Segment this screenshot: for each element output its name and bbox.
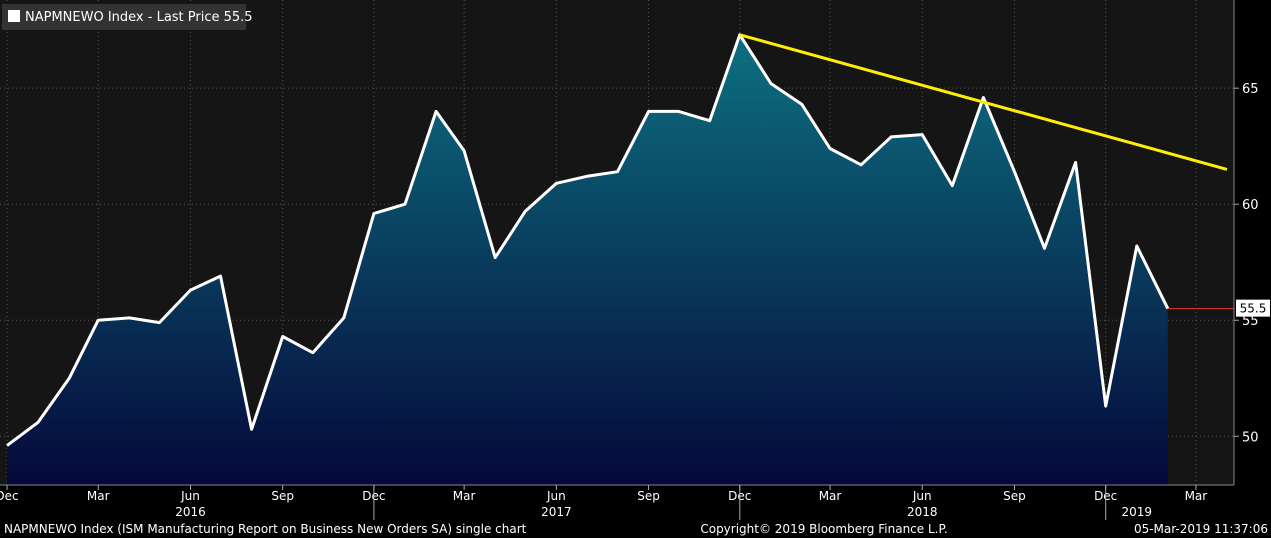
footer-copyright: Copyright© 2019 Bloomberg Finance L.P. bbox=[700, 522, 947, 536]
y-tick-label: 50 bbox=[1242, 430, 1259, 445]
x-tick-label: Jun bbox=[180, 489, 200, 503]
x-tick-label: Dec bbox=[0, 489, 19, 503]
series-line bbox=[6, 33, 1170, 447]
x-tick-label: Sep bbox=[271, 489, 294, 503]
legend-label: NAPMNEWO Index - Last Price 55.5 bbox=[25, 10, 253, 25]
year-label: 2019 bbox=[1121, 505, 1152, 519]
x-tick-label: Mar bbox=[87, 489, 110, 503]
x-axis: Dec Mar Jun Sep Dec Mar Jun Sep Dec Mar Jun Sep Dec M… bbox=[0, 484, 1234, 520]
footer-description: NAPMNEWO Index (ISM Manufacturing Report… bbox=[4, 522, 527, 536]
x-tick-label: Sep bbox=[1003, 489, 1026, 503]
trendline bbox=[739, 33, 1228, 171]
year-label: 2018 bbox=[907, 505, 938, 519]
series-area bbox=[7, 34, 1168, 486]
x-tick-label: Mar bbox=[453, 489, 476, 503]
last-price-tag: 55.5 bbox=[1236, 299, 1270, 317]
last-price-label: 55.5 bbox=[1240, 302, 1267, 316]
footer-timestamp: 05-Mar-2019 11:37:06 bbox=[1134, 522, 1268, 536]
x-tick-label: Jun bbox=[912, 489, 932, 503]
x-tick-label: Jun bbox=[546, 489, 566, 503]
y-tick-label: 60 bbox=[1242, 198, 1259, 213]
year-label: 2017 bbox=[541, 505, 572, 519]
legend-swatch bbox=[8, 10, 20, 22]
x-tick-label: Sep bbox=[637, 489, 660, 503]
x-tick-label: Mar bbox=[819, 489, 842, 503]
x-tick-label: Mar bbox=[1185, 489, 1208, 503]
y-tick-label: 55 bbox=[1242, 314, 1259, 329]
year-label: 2016 bbox=[175, 505, 206, 519]
y-axis: 50 55 60 65 bbox=[1233, 0, 1259, 485]
legend: NAPMNEWO Index - Last Price 55.5 bbox=[2, 4, 253, 30]
y-tick-label: 65 bbox=[1242, 82, 1259, 97]
